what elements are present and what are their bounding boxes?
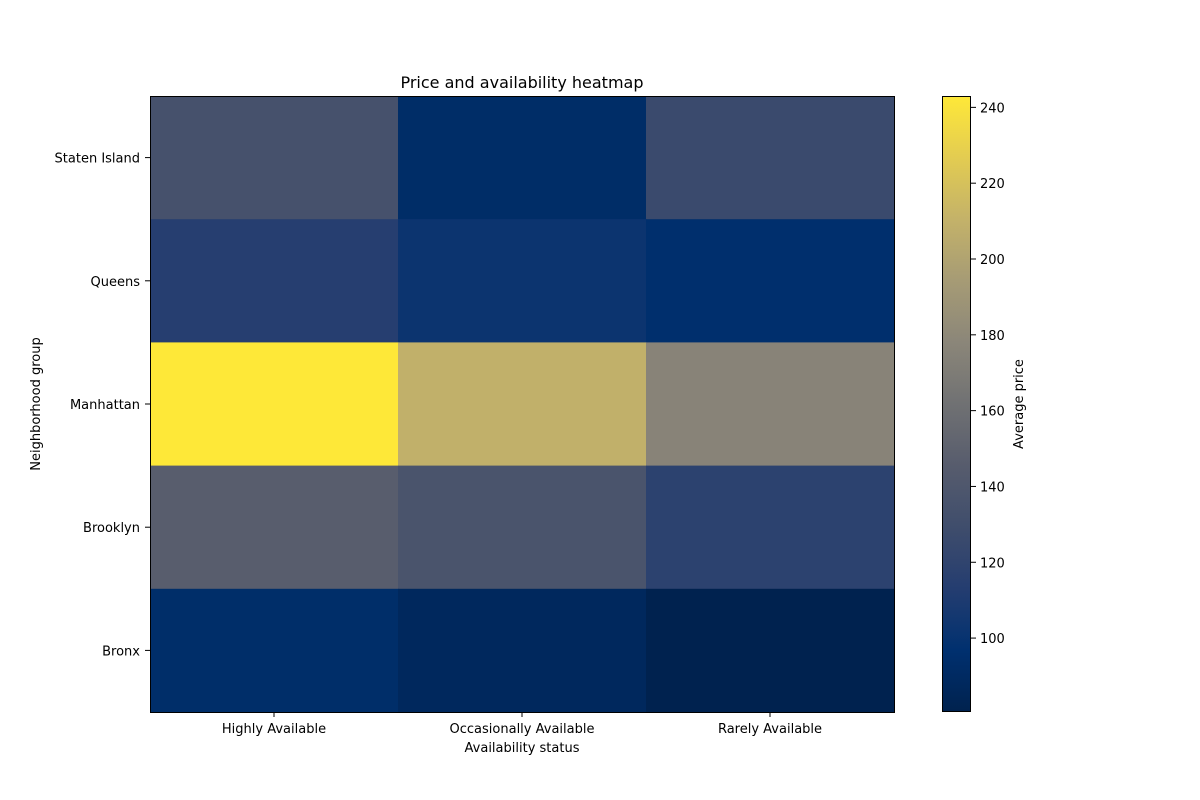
y-tick-label: Manhattan xyxy=(70,398,140,413)
colorbar-tick-label: 160 xyxy=(980,405,1005,420)
y-axis-label: Neighborhood group xyxy=(29,337,44,470)
x-tick-label: Rarely Available xyxy=(718,722,822,737)
heatmap-cell xyxy=(646,342,895,467)
heatmap-cell xyxy=(398,588,647,713)
colorbar-ticks: 100 120 140 160 180 200 220 240 xyxy=(971,101,1005,647)
heatmap-cell xyxy=(398,219,647,343)
x-tick-label: Highly Available xyxy=(222,722,326,737)
colorbar-tick-label: 120 xyxy=(980,556,1005,571)
heatmap-cell xyxy=(150,465,399,590)
chart-title: Price and availability heatmap xyxy=(400,73,643,92)
heatmap-cell xyxy=(646,219,895,343)
heatmap-cell xyxy=(398,96,647,220)
colorbar-tick-label: 100 xyxy=(980,632,1005,647)
heatmap-cell xyxy=(646,96,895,220)
x-tick-label: Occasionally Available xyxy=(450,722,595,737)
colorbar-tick-label: 220 xyxy=(980,177,1005,192)
heatmap-cell xyxy=(150,588,399,713)
heatmap-cell xyxy=(646,588,895,713)
x-ticks: Highly Available Occasionally Available Ra… xyxy=(222,712,822,737)
y-tick-label: Brooklyn xyxy=(83,521,140,536)
colorbar-tick-label: 200 xyxy=(980,253,1005,268)
colorbar-frame xyxy=(942,96,971,712)
y-tick-label: Bronx xyxy=(102,644,140,659)
heatmap-cell xyxy=(150,342,399,467)
heatmap-cell xyxy=(150,96,399,220)
y-tick-label: Queens xyxy=(91,275,141,290)
heatmap-cell xyxy=(398,465,647,590)
colorbar-label: Average price xyxy=(1012,359,1027,449)
y-ticks: Staten Island Queens Manhattan Brooklyn Bron… xyxy=(55,152,150,659)
heatmap-cells xyxy=(150,96,895,713)
heatmap-cell xyxy=(150,219,399,343)
y-tick-label: Staten Island xyxy=(55,152,140,167)
colorbar-tick-label: 140 xyxy=(980,480,1005,495)
heatmap-cell xyxy=(398,342,647,467)
plot-frame xyxy=(150,96,895,713)
colorbar-tick-label: 240 xyxy=(980,101,1005,116)
colorbar xyxy=(942,96,971,712)
x-axis-label: Availability status xyxy=(465,741,580,756)
heatmap-cell xyxy=(646,465,895,590)
colorbar-tick-label: 180 xyxy=(980,329,1005,344)
